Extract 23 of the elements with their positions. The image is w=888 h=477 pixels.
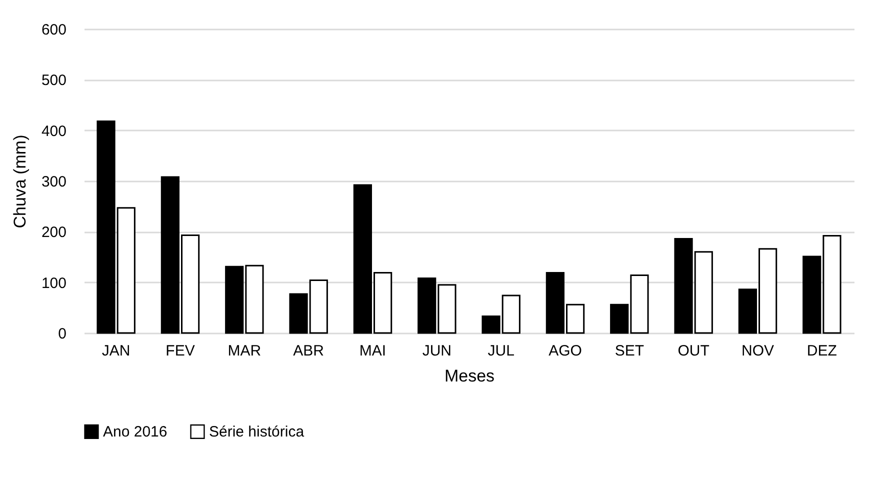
legend-label: Ano 2016 <box>103 424 168 441</box>
y-tick-label: 500 <box>41 72 66 90</box>
x-tick-label: OUT <box>678 342 710 360</box>
x-tick-label: JAN <box>102 342 130 360</box>
x-tick-label: FEV <box>166 342 195 360</box>
y-tick-label: 600 <box>41 22 66 38</box>
y-tick-label: 400 <box>41 122 66 140</box>
x-tick-label: JUN <box>422 342 452 360</box>
x-tick-label: SET <box>614 342 644 360</box>
y-tick-label: 300 <box>41 174 66 190</box>
x-tick-label: JUL <box>488 342 514 360</box>
x-tick-label: ABR <box>293 342 324 360</box>
x-axis-title: Meses <box>444 366 495 386</box>
legend-label: Série histórica <box>209 424 305 441</box>
y-tick-label: 200 <box>41 224 66 242</box>
y-tick-label: 0 <box>58 326 66 342</box>
x-tick-label: NOV <box>741 342 774 360</box>
x-tick-label: MAR <box>228 342 262 360</box>
x-tick-label: MAI <box>359 342 386 360</box>
y-axis-title: Chuva (mm) <box>10 134 30 228</box>
y-tick-label: 100 <box>41 274 66 292</box>
x-tick-label: AGO <box>548 342 582 360</box>
x-tick-label: DEZ <box>806 342 837 360</box>
